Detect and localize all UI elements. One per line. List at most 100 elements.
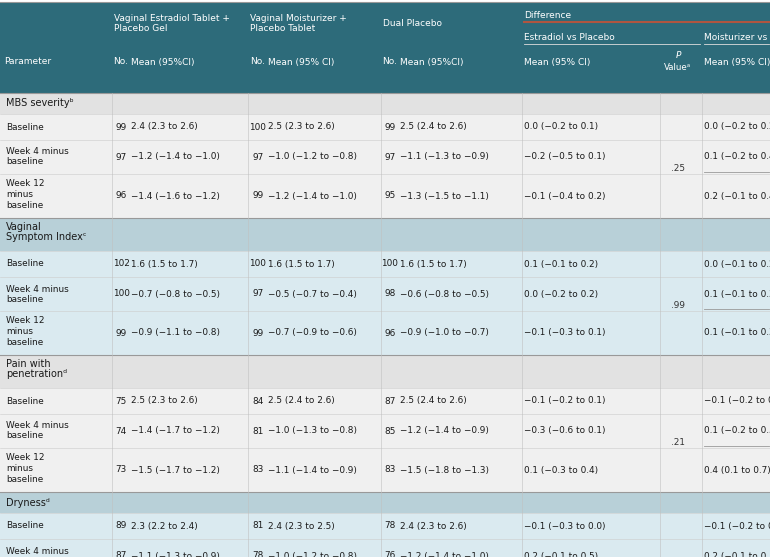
Text: No.: No. <box>113 57 129 66</box>
Text: 74: 74 <box>116 427 126 436</box>
Text: Valueᵃ: Valueᵃ <box>665 63 691 72</box>
Text: −1.2 (−1.4 to −1.0): −1.2 (−1.4 to −1.0) <box>131 153 220 162</box>
Text: Baseline: Baseline <box>6 397 44 405</box>
Bar <box>0 277 770 311</box>
Text: 2.5 (2.4 to 2.6): 2.5 (2.4 to 2.6) <box>400 397 467 405</box>
Text: 0.1 (−0.3 to 0.4): 0.1 (−0.3 to 0.4) <box>524 466 598 475</box>
Text: Week 12: Week 12 <box>6 453 45 462</box>
Text: Baseline: Baseline <box>6 123 44 131</box>
Text: Week 4 minus: Week 4 minus <box>6 285 69 294</box>
Text: Week 4 minus: Week 4 minus <box>6 422 69 431</box>
Text: 0.2 (−0.1 to 0.5): 0.2 (−0.1 to 0.5) <box>704 551 770 557</box>
Text: 100: 100 <box>112 290 129 299</box>
Text: Mean (95%CI): Mean (95%CI) <box>131 57 195 66</box>
Text: 83: 83 <box>384 466 396 475</box>
Text: No.: No. <box>250 57 266 66</box>
Text: 81: 81 <box>253 427 263 436</box>
Text: baseline: baseline <box>6 475 43 484</box>
Text: 0.2 (−0.1 to 0.4): 0.2 (−0.1 to 0.4) <box>704 192 770 201</box>
Text: −1.0 (−1.2 to −0.8): −1.0 (−1.2 to −0.8) <box>268 551 357 557</box>
Bar <box>0 388 770 414</box>
Text: baseline: baseline <box>6 158 43 167</box>
Text: 2.4 (2.3 to 2.6): 2.4 (2.3 to 2.6) <box>400 521 467 530</box>
Text: Estradiol vs Placebo: Estradiol vs Placebo <box>524 33 614 42</box>
Text: −0.7 (−0.8 to −0.5): −0.7 (−0.8 to −0.5) <box>131 290 220 299</box>
Text: −0.3 (−0.6 to 0.1): −0.3 (−0.6 to 0.1) <box>524 427 605 436</box>
Text: −1.1 (−1.4 to −0.9): −1.1 (−1.4 to −0.9) <box>268 466 357 475</box>
Text: Dual Placebo: Dual Placebo <box>383 19 442 28</box>
Text: No.: No. <box>383 57 397 66</box>
Text: 0.1 (−0.1 to 0.2): 0.1 (−0.1 to 0.2) <box>524 260 598 268</box>
Text: 78: 78 <box>384 521 396 530</box>
Text: 99: 99 <box>253 329 263 338</box>
Text: 96: 96 <box>384 329 396 338</box>
Text: Moisturizer vs Placebo: Moisturizer vs Placebo <box>704 33 770 42</box>
Text: 99: 99 <box>253 192 263 201</box>
Text: baseline: baseline <box>6 432 43 441</box>
Bar <box>0 174 770 218</box>
Text: 89: 89 <box>116 521 127 530</box>
Text: minus: minus <box>6 327 33 336</box>
Text: baseline: baseline <box>6 295 43 304</box>
Text: 87: 87 <box>116 551 127 557</box>
Text: −1.5 (−1.8 to −1.3): −1.5 (−1.8 to −1.3) <box>400 466 489 475</box>
Text: Week 4 minus: Week 4 minus <box>6 546 69 555</box>
Text: 83: 83 <box>253 466 263 475</box>
Text: Parameter: Parameter <box>4 57 51 66</box>
Text: 87: 87 <box>384 397 396 405</box>
Text: 0.4 (0.1 to 0.7): 0.4 (0.1 to 0.7) <box>704 466 770 475</box>
Text: 2.4 (2.3 to 2.6): 2.4 (2.3 to 2.6) <box>131 123 198 131</box>
Bar <box>0 140 770 174</box>
Text: baseline: baseline <box>6 201 43 210</box>
Text: 97: 97 <box>116 153 126 162</box>
Bar <box>0 311 770 355</box>
Text: Pain with: Pain with <box>6 359 51 369</box>
Text: −1.2 (−1.4 to −1.0): −1.2 (−1.4 to −1.0) <box>400 551 489 557</box>
Text: 75: 75 <box>116 397 126 405</box>
Text: 98: 98 <box>384 290 396 299</box>
Bar <box>0 355 770 388</box>
Text: −0.2 (−0.5 to 0.1): −0.2 (−0.5 to 0.1) <box>524 153 605 162</box>
Bar <box>0 448 770 492</box>
Text: −1.3 (−1.5 to −1.1): −1.3 (−1.5 to −1.1) <box>400 192 489 201</box>
Text: 81: 81 <box>253 521 263 530</box>
Text: −0.9 (−1.1 to −0.8): −0.9 (−1.1 to −0.8) <box>131 329 220 338</box>
Text: 95: 95 <box>384 192 396 201</box>
Text: 1.6 (1.5 to 1.7): 1.6 (1.5 to 1.7) <box>131 260 198 268</box>
Text: minus: minus <box>6 190 33 199</box>
Text: 97: 97 <box>253 290 263 299</box>
Text: −1.1 (−1.3 to −0.9): −1.1 (−1.3 to −0.9) <box>400 153 489 162</box>
Text: 0.2 (−0.1 to 0.5): 0.2 (−0.1 to 0.5) <box>524 551 598 557</box>
Text: 0.0 (−0.1 to 0.2): 0.0 (−0.1 to 0.2) <box>704 260 770 268</box>
Text: −1.2 (−1.4 to −0.9): −1.2 (−1.4 to −0.9) <box>400 427 489 436</box>
Text: −1.2 (−1.4 to −1.0): −1.2 (−1.4 to −1.0) <box>268 192 357 201</box>
Text: Mean (95% CI): Mean (95% CI) <box>704 57 770 66</box>
Text: baseline: baseline <box>6 338 43 347</box>
Bar <box>0 492 770 513</box>
Text: 2.5 (2.4 to 2.6): 2.5 (2.4 to 2.6) <box>268 397 335 405</box>
Text: Placebo Gel: Placebo Gel <box>114 24 168 33</box>
Text: Mean (95% CI): Mean (95% CI) <box>524 57 591 66</box>
Text: −0.1 (−0.2 to 0.1): −0.1 (−0.2 to 0.1) <box>524 397 605 405</box>
Text: 99: 99 <box>116 123 126 131</box>
Text: −0.1 (−0.2 to 0.1): −0.1 (−0.2 to 0.1) <box>704 397 770 405</box>
Text: −0.1 (−0.3 to 0.0): −0.1 (−0.3 to 0.0) <box>524 521 605 530</box>
Text: .99: .99 <box>671 301 685 310</box>
Text: 85: 85 <box>384 427 396 436</box>
Text: 100: 100 <box>249 123 266 131</box>
Text: Baseline: Baseline <box>6 260 44 268</box>
Text: 1.6 (1.5 to 1.7): 1.6 (1.5 to 1.7) <box>400 260 467 268</box>
Text: 2.5 (2.3 to 2.6): 2.5 (2.3 to 2.6) <box>131 397 198 405</box>
Text: 0.1 (−0.2 to 0.5): 0.1 (−0.2 to 0.5) <box>704 427 770 436</box>
Bar <box>0 513 770 539</box>
Text: penetrationᵈ: penetrationᵈ <box>6 369 67 379</box>
Text: Baseline: Baseline <box>6 521 44 530</box>
Bar <box>0 539 770 557</box>
Text: 0.1 (−0.2 to 0.4): 0.1 (−0.2 to 0.4) <box>704 153 770 162</box>
Text: −0.1 (−0.2 to 0.1): −0.1 (−0.2 to 0.1) <box>704 521 770 530</box>
Text: Week 12: Week 12 <box>6 179 45 188</box>
Text: 2.5 (2.3 to 2.6): 2.5 (2.3 to 2.6) <box>268 123 335 131</box>
Text: 96: 96 <box>116 192 126 201</box>
Text: −1.4 (−1.6 to −1.2): −1.4 (−1.6 to −1.2) <box>131 192 220 201</box>
Bar <box>0 414 770 448</box>
